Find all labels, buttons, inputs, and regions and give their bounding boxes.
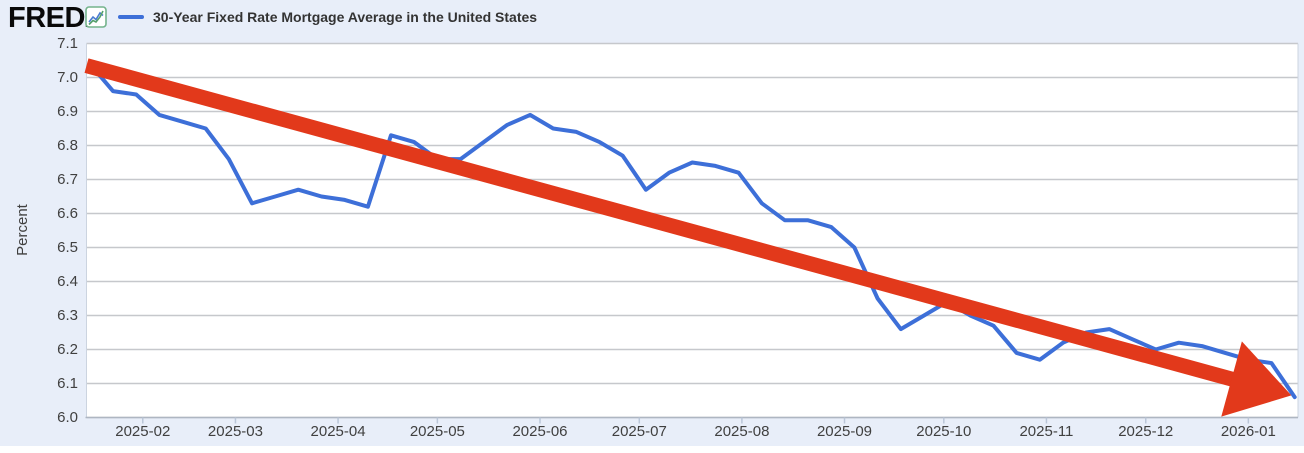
x-tick-label: 2025-11	[1019, 423, 1074, 440]
y-tick-label: 6.5	[57, 238, 78, 256]
x-tick-label: 2025-04	[310, 423, 366, 440]
y-tick-label: 6.2	[57, 340, 78, 358]
x-tick-label: 2025-03	[207, 423, 263, 440]
y-axis-title: Percent	[14, 204, 31, 256]
y-tick-label: 6.0	[57, 408, 78, 426]
legend-series-label: 30-Year Fixed Rate Mortgage Average in t…	[153, 9, 538, 25]
y-tick-label: 6.6	[57, 204, 78, 222]
legend-line-marker	[118, 15, 144, 19]
y-tick-label: 6.4	[57, 272, 78, 290]
y-tick-label: 6.7	[57, 170, 78, 188]
y-tick-label: 6.3	[57, 306, 78, 324]
x-tick-label: 2025-09	[816, 423, 873, 440]
trend-arrow-annotation	[84, 58, 1292, 417]
sparkline-icon	[85, 6, 107, 28]
x-tick-label: 2026-01	[1220, 423, 1276, 440]
chart-header: FRED. 30-Year Fixed Rate Mortgage Averag…	[0, 0, 1304, 34]
x-tick-label: 2025-08	[714, 423, 770, 440]
y-tick-label: 6.8	[57, 136, 78, 154]
x-tick-label: 2025-07	[611, 423, 667, 440]
x-tick-label: 2025-05	[409, 423, 465, 440]
fred-logo: FRED.	[8, 2, 88, 35]
trend-arrow-part	[84, 58, 1246, 390]
data-series-line	[87, 61, 1297, 400]
y-tick-label: 7.1	[57, 34, 78, 52]
y-tick-label: 7.0	[57, 68, 78, 86]
y-tick-label: 6.9	[57, 102, 78, 120]
bottom-margin-strip	[0, 446, 1304, 453]
x-tick-label: 2025-06	[512, 423, 568, 440]
y-tick-label: 6.1	[57, 374, 78, 392]
x-tick-label: 2025-12	[1118, 423, 1174, 440]
x-tick-label: 2025-02	[115, 423, 171, 440]
x-tick-label: 2025-10	[916, 423, 972, 440]
legend: 30-Year Fixed Rate Mortgage Average in t…	[118, 9, 537, 25]
trend-arrow-part	[1221, 341, 1292, 417]
